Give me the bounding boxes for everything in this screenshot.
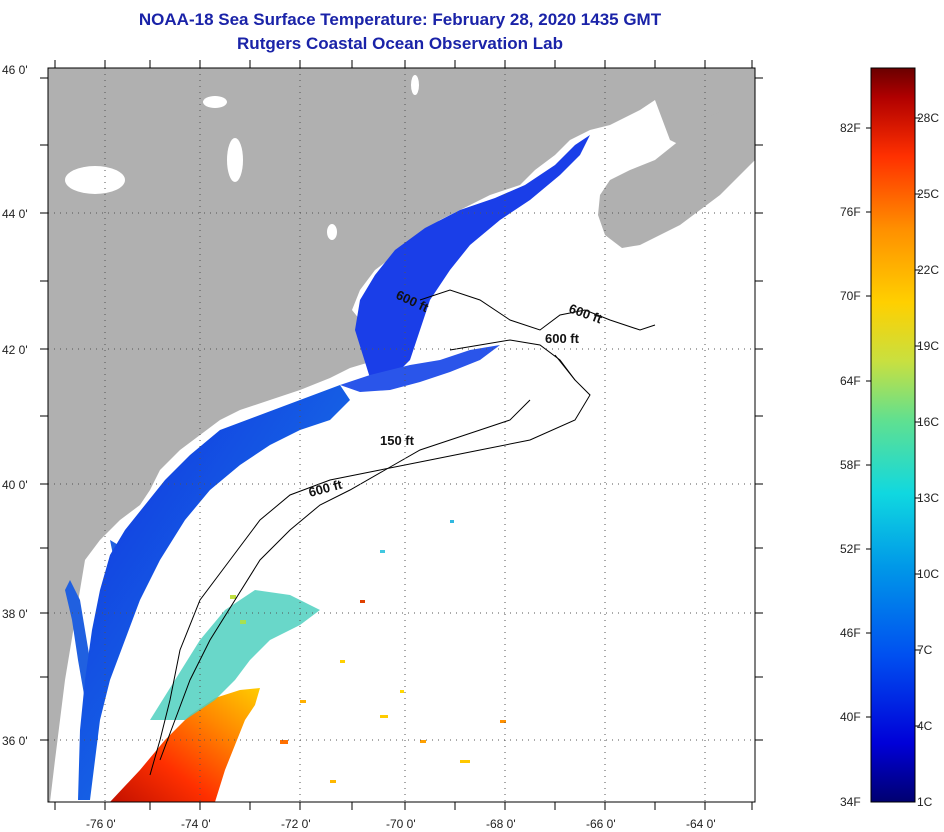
gulf-of-maine-water <box>355 135 590 378</box>
contour-label: 600 ft <box>545 331 580 346</box>
colorbar-c-label: 25C <box>917 187 939 201</box>
scattered-warm-pixels <box>230 520 506 783</box>
colorbar-f-label: 58F <box>840 458 861 472</box>
map-subtitle: Rutgers Coastal Ocean Observation Lab <box>237 34 563 53</box>
contour-600ft-gulf-maine <box>419 289 656 331</box>
cape-cod-water <box>340 345 500 392</box>
colorbar-c-label: 4C <box>917 719 933 733</box>
contour-600ft-georges <box>449 339 576 381</box>
lon-label: -68 0' <box>486 817 516 831</box>
map-title: NOAA-18 Sea Surface Temperature: Februar… <box>138 10 662 29</box>
colorbar-f-label: 40F <box>840 710 861 724</box>
lat-label: 36 0' <box>2 734 28 748</box>
colorbar-c-label: 10C <box>917 567 939 581</box>
lat-label: 44 0' <box>2 207 28 221</box>
land-us-east-coast <box>48 68 755 802</box>
colorbar-ticks <box>866 117 920 727</box>
lake <box>203 96 227 108</box>
lon-label: -72 0' <box>281 817 311 831</box>
contour-600ft-shelf-break <box>149 354 591 776</box>
colorbar-c-label: 16C <box>917 415 939 429</box>
colorbar-f-label: 52F <box>840 542 861 556</box>
lake <box>411 75 419 95</box>
colorbar-c-label: 13C <box>917 491 939 505</box>
land-nova-scotia <box>598 112 755 248</box>
colorbar-c-label: 7C <box>917 643 933 657</box>
lat-label: 46 0' <box>2 63 28 77</box>
contour-label: 150 ft <box>380 433 415 448</box>
coastal-cold-water <box>78 385 350 800</box>
lat-label: 40 0' <box>2 478 28 492</box>
contour-150ft <box>159 399 531 761</box>
shelf-water-mild <box>150 590 320 720</box>
lon-label: -76 0' <box>86 817 116 831</box>
colorbar-f-label: 82F <box>840 121 861 135</box>
colorbar-f-label: 64F <box>840 374 861 388</box>
colorbar-gradient <box>870 67 916 803</box>
tick-marks <box>40 60 763 810</box>
lake <box>327 224 337 240</box>
lon-label: -66 0' <box>586 817 616 831</box>
lat-label: 42 0' <box>2 343 28 357</box>
colorbar-f-label: 46F <box>840 626 861 640</box>
lon-label: -64 0' <box>686 817 716 831</box>
colorbar-c-label: 28C <box>917 111 939 125</box>
lat-label: 38 0' <box>2 607 28 621</box>
colorbar-c-label: 19C <box>917 339 939 353</box>
colorbar-f-label: 34F <box>840 795 861 809</box>
colorbar-c-label: 1C <box>917 795 933 809</box>
map-border <box>47 67 756 803</box>
colorbar-c-label: 22C <box>917 263 939 277</box>
graticule <box>48 68 755 802</box>
lake <box>227 138 243 182</box>
colorbar-f-label: 70F <box>840 289 861 303</box>
lake <box>65 166 125 194</box>
gulf-stream-warm-water <box>110 688 260 802</box>
lon-label: -74 0' <box>181 817 211 831</box>
lon-label: -70 0' <box>386 817 416 831</box>
colorbar-f-label: 76F <box>840 205 861 219</box>
